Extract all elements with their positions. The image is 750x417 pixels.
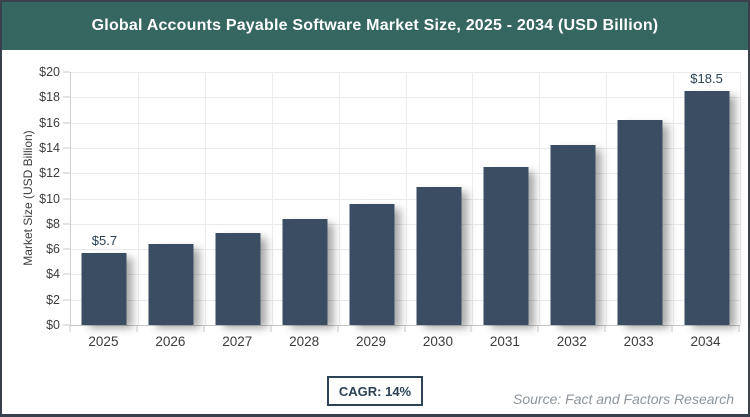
- bar-2034: $18.5: [684, 71, 730, 325]
- bar-value-label-2034: $18.5: [690, 70, 723, 86]
- gridline-vertical: [137, 72, 139, 325]
- gridline-vertical: [740, 72, 741, 325]
- y-tick-mark: [63, 273, 70, 275]
- cagr-label: CAGR: 14%: [338, 383, 412, 399]
- x-tick-label-2030: 2030: [422, 334, 453, 349]
- gridline-vertical: [338, 72, 340, 325]
- y-tick-label: $12: [39, 166, 60, 181]
- y-axis-labels: $0 $2 $4 $6 $8 $10 $12 $14 $16 $18 $20: [2, 65, 60, 332]
- y-tick-mark: [63, 299, 70, 301]
- y-tick-mark: [63, 198, 70, 199]
- chart-title: Global Accounts Payable Software Market …: [91, 17, 659, 34]
- x-tick-label-2033: 2033: [623, 334, 654, 349]
- x-tick-label-2025: 2025: [88, 334, 119, 349]
- gridline-vertical: [673, 72, 675, 325]
- x-tick-label-2034: 2034: [690, 334, 721, 349]
- x-axis-labels: 2025 2026 2027 2028 2029 2030 2031 2032 2033 2034: [70, 334, 739, 354]
- y-tick-mark: [63, 122, 70, 124]
- x-tick-mark: [470, 326, 472, 332]
- gridline-vertical: [472, 72, 474, 325]
- bar-2028: [282, 218, 328, 325]
- y-tick-mark: [63, 248, 70, 250]
- bar-2025: $5.7: [81, 233, 127, 325]
- x-tick-mark: [69, 326, 71, 332]
- y-tick-label: $20: [39, 65, 60, 79]
- y-tick-label: $6: [46, 242, 60, 257]
- y-tick-label: $2: [46, 292, 60, 307]
- x-tick-label-2027: 2027: [222, 334, 253, 349]
- x-tick-mark: [203, 326, 205, 332]
- y-tick-mark: [63, 223, 70, 225]
- x-tick-mark: [337, 326, 339, 332]
- x-tick-label-2028: 2028: [289, 334, 320, 349]
- x-tick-label-2031: 2031: [489, 334, 520, 349]
- gridline-vertical: [271, 72, 273, 325]
- bar-2026: [148, 244, 194, 325]
- y-tick-label: $4: [46, 267, 60, 282]
- bar-2030: [416, 187, 462, 325]
- y-tick-mark: [63, 172, 70, 174]
- bar-2033: [617, 120, 663, 325]
- y-tick-label: $10: [39, 191, 60, 206]
- y-axis-tick-marks: [63, 71, 70, 326]
- x-tick-mark: [537, 326, 539, 332]
- gridline-vertical: [539, 72, 541, 325]
- x-tick-label-2029: 2029: [356, 334, 387, 349]
- bar-2029: [349, 203, 395, 325]
- gridline-vertical: [405, 72, 407, 325]
- source-attribution: Source: Fact and Factors Research: [513, 391, 734, 407]
- x-tick-label-2026: 2026: [155, 334, 186, 349]
- gridline-vertical: [204, 72, 206, 325]
- y-tick-mark: [63, 147, 70, 149]
- title-bar: Global Accounts Payable Software Market …: [2, 2, 748, 50]
- x-tick-mark: [404, 326, 405, 332]
- cagr-badge: CAGR: 14%: [327, 376, 423, 406]
- y-tick-mark: [63, 324, 70, 326]
- y-tick-label: $0: [46, 318, 60, 332]
- bar-value-label-2025: $5.7: [91, 232, 118, 248]
- bar-2027: [215, 232, 261, 325]
- bar-2032: [550, 145, 596, 325]
- x-axis-tick-marks: [69, 326, 740, 332]
- bar-2031: [483, 166, 529, 325]
- x-tick-mark: [671, 326, 673, 332]
- x-tick-mark: [136, 326, 138, 332]
- x-tick-label-2032: 2032: [556, 334, 587, 349]
- y-tick-label: $18: [39, 90, 60, 105]
- x-tick-mark: [604, 326, 606, 332]
- x-tick-mark: [738, 326, 740, 332]
- y-tick-label: $8: [46, 216, 60, 231]
- y-tick-label: $16: [39, 115, 60, 130]
- gridline-vertical: [606, 72, 608, 325]
- plot-area: $5.7 $18.5: [70, 71, 741, 326]
- x-tick-mark: [270, 326, 272, 332]
- y-tick-mark: [63, 96, 70, 98]
- y-tick-mark: [63, 71, 70, 73]
- y-tick-label: $14: [39, 140, 60, 155]
